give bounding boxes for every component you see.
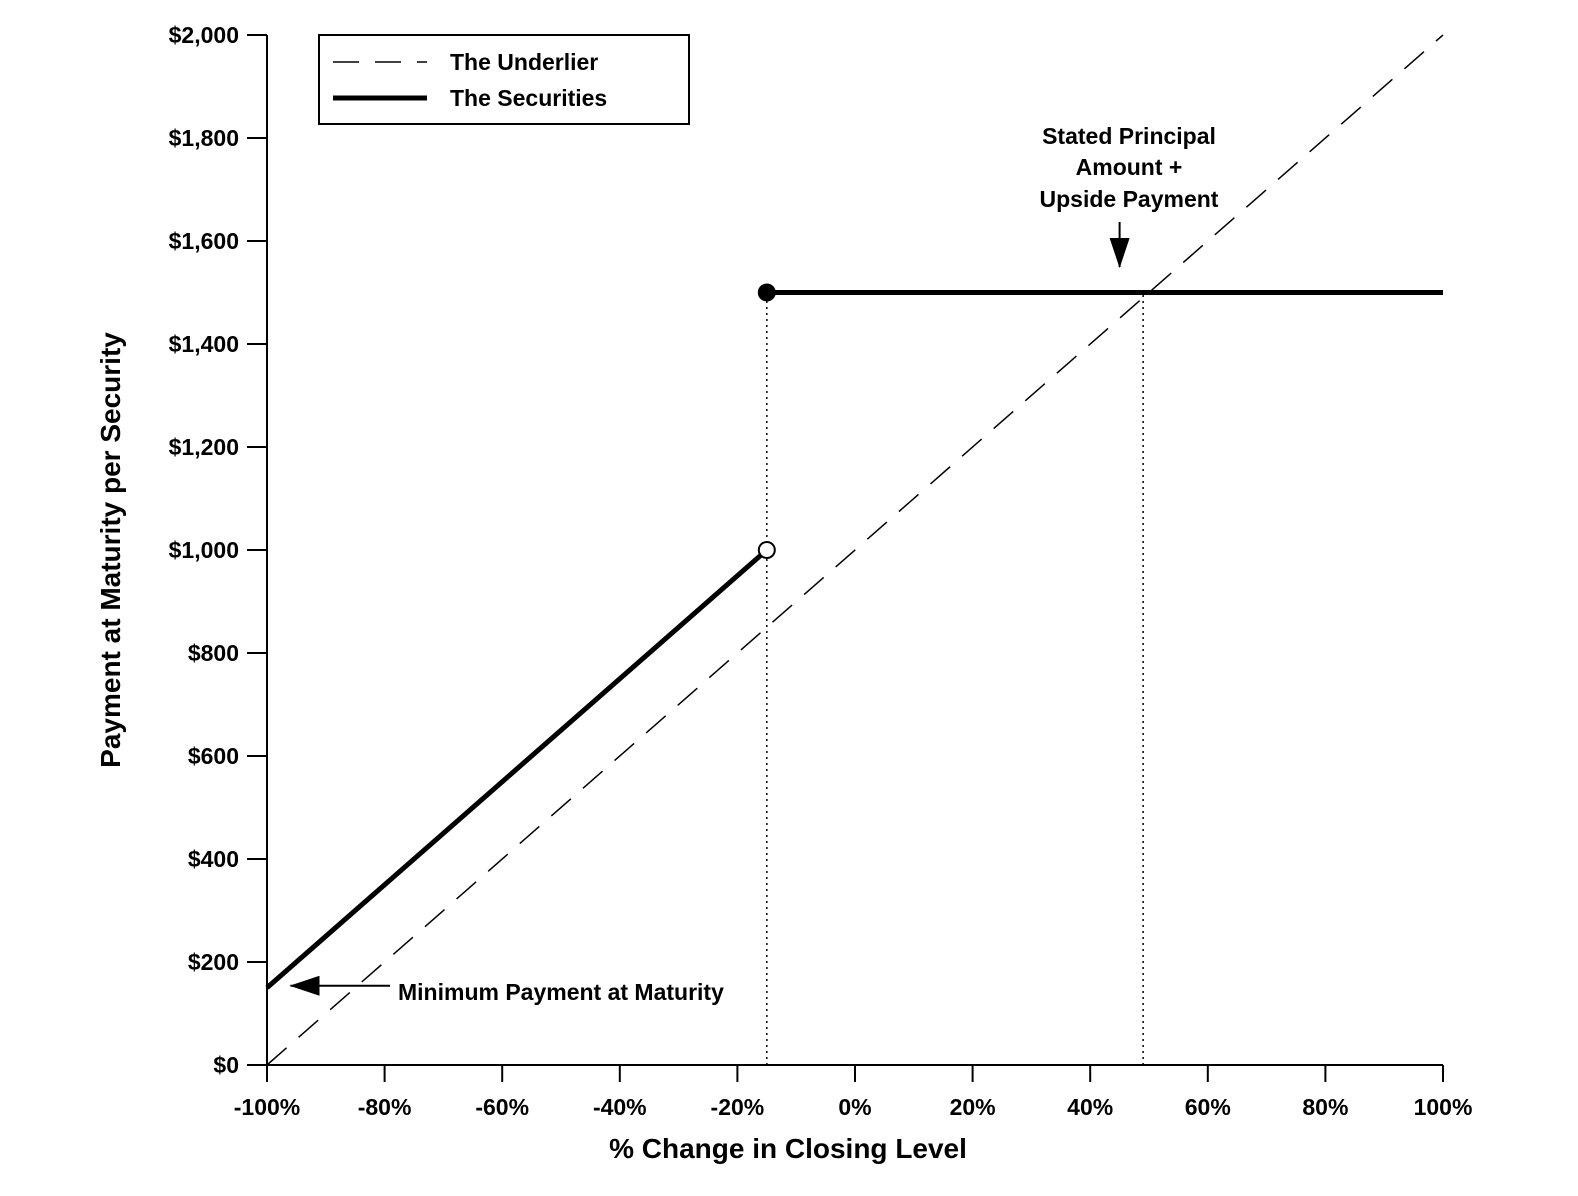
x-tick-label: -40%: [593, 1094, 647, 1120]
y-tick-label: $800: [188, 640, 239, 666]
legend-label-underlier: The Underlier: [450, 49, 598, 75]
y-tick-label: $1,800: [169, 125, 239, 151]
marker-open: [757, 541, 776, 559]
reference-lines: [766, 292, 1144, 1065]
y-tick-label: $1,200: [169, 434, 239, 460]
y-axis-title: Payment at Maturity per Security: [95, 332, 126, 768]
annotation-minimum-payment: Minimum Payment at Maturity: [398, 979, 724, 1005]
annotation-principal-line-3: Upside Payment: [1040, 186, 1219, 212]
y-tick-label: $400: [188, 846, 239, 872]
legend-box: [318, 34, 690, 125]
x-tick-label: -100%: [234, 1094, 300, 1120]
y-tick-label: $1,400: [169, 331, 239, 357]
y-ticks: $0 $200 $400 $600 $800 $1,000 $1,200 $1,400 $1,6…: [169, 22, 267, 1078]
y-tick-label: $0: [213, 1052, 239, 1078]
series-line-securities: [265, 548, 769, 990]
x-tick-label: 20%: [950, 1094, 996, 1120]
x-axis-title: % Change in Closing Level: [609, 1133, 967, 1164]
annotation-principal-line-2: Amount +: [1076, 154, 1183, 180]
marker-filled: [757, 283, 776, 302]
y-tick-label: $600: [188, 743, 239, 769]
x-ticks: -100% -80% -60% -40% -20% 0% 20% 40% 60% 80% 100%: [234, 1065, 1473, 1120]
y-tick-label: $2,000: [169, 22, 239, 48]
marker-layer: [757, 283, 776, 559]
y-tick-label: $1,600: [169, 228, 239, 254]
x-tick-label: 100%: [1414, 1094, 1473, 1120]
annotations: Stated Principal Amount + Upside Payment…: [289, 123, 1219, 1005]
x-tick-label: 80%: [1302, 1094, 1348, 1120]
y-tick-label: $200: [188, 949, 239, 975]
x-tick-label: 60%: [1185, 1094, 1231, 1120]
x-tick-label: 40%: [1067, 1094, 1113, 1120]
legend: The Underlier The Securities: [318, 34, 690, 125]
x-tick-label: 0%: [838, 1094, 871, 1120]
x-tick-label: -20%: [711, 1094, 765, 1120]
annotation-principal-line-1: Stated Principal: [1042, 123, 1216, 149]
legend-label-securities: The Securities: [450, 85, 607, 111]
y-tick-label: $1,000: [169, 537, 239, 563]
series-line-underlier: [266, 34, 1444, 1066]
x-tick-label: -60%: [475, 1094, 529, 1120]
x-tick-label: -80%: [358, 1094, 412, 1120]
series-layer: [265, 34, 1444, 1066]
